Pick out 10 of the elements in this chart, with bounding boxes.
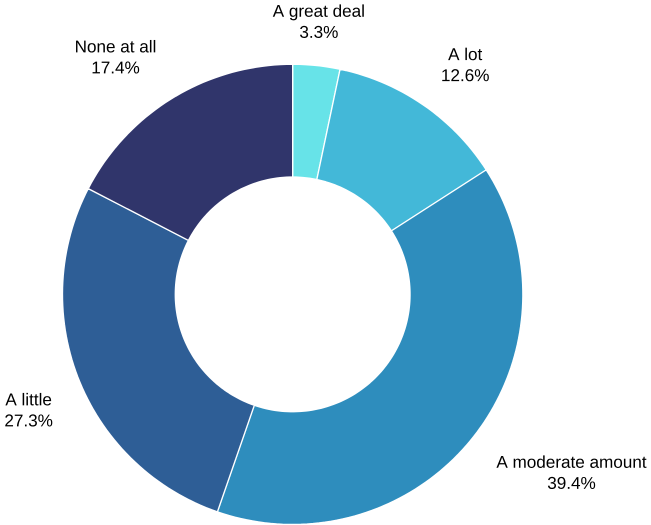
slice-label: A moderate amount — [496, 455, 646, 468]
slice-label: None at all — [76, 40, 156, 52]
slice-label: A lot — [448, 48, 482, 60]
slice-label: A great deal — [272, 4, 364, 20]
data-label: 39.4% — [548, 476, 596, 489]
data-label: 12.6% — [442, 69, 489, 82]
data-label: 17.4% — [92, 61, 140, 74]
slice-label: A little — [5, 392, 52, 406]
data-label: 27.3% — [5, 414, 52, 426]
data-label: 3.3% — [300, 26, 338, 38]
